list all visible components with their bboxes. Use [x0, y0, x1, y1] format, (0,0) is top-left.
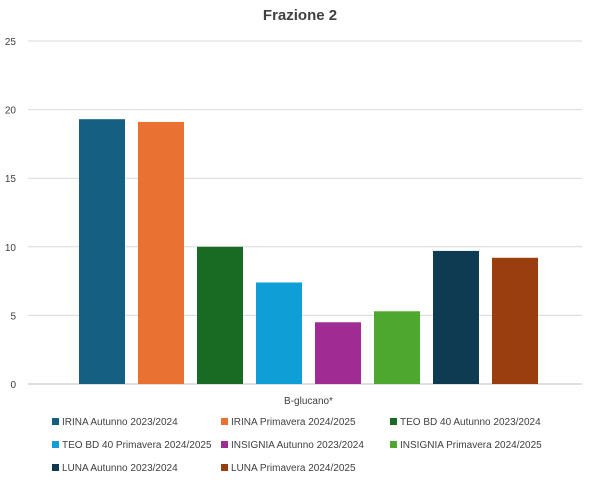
bar — [197, 246, 243, 384]
legend-swatch — [52, 418, 59, 425]
bar — [138, 121, 184, 384]
legend-swatch — [221, 418, 228, 425]
legend-label: TEO BD 40 Primavera 2024/2025 — [62, 440, 212, 451]
legend-swatch — [390, 441, 397, 448]
bar — [433, 250, 479, 384]
legend-label: INSIGNIA Autunno 2023/2024 — [231, 440, 364, 451]
y-tick-label: 20 — [5, 106, 17, 117]
legend-label: IRINA Primavera 2024/2025 — [231, 417, 356, 428]
legend-label: TEO BD 40 Autunno 2023/2024 — [400, 417, 541, 428]
bar — [492, 257, 538, 384]
x-axis-categories: B-glucano* — [284, 396, 333, 407]
y-axis-ticks: 0 5 10 15 20 25 — [5, 37, 17, 391]
bar — [79, 119, 125, 384]
legend-label: LUNA Autunno 2023/2024 — [62, 463, 178, 474]
legend-swatch — [221, 464, 228, 471]
legend-swatch — [52, 441, 59, 448]
legend-label: LUNA Primavera 2024/2025 — [231, 463, 356, 474]
legend-swatch — [52, 464, 59, 471]
legend-label: IRINA Autunno 2023/2024 — [62, 417, 178, 428]
y-tick-label: 10 — [5, 243, 17, 254]
y-tick-label: 25 — [5, 37, 17, 48]
y-tick-label: 15 — [5, 174, 17, 185]
bar — [315, 322, 361, 384]
legend: IRINA Autunno 2023/2024 IRINA Primavera 2… — [52, 417, 542, 474]
legend-swatch — [390, 418, 397, 425]
bar — [256, 282, 302, 384]
chart-title: Frazione 2 — [263, 7, 337, 24]
bar — [374, 311, 420, 384]
bars — [79, 119, 538, 384]
y-tick-label: 0 — [10, 380, 16, 391]
legend-label: INSIGNIA Primavera 2024/2025 — [400, 440, 542, 451]
x-category-label: B-glucano* — [284, 396, 333, 407]
legend-swatch — [221, 441, 228, 448]
y-tick-label: 5 — [10, 311, 16, 322]
